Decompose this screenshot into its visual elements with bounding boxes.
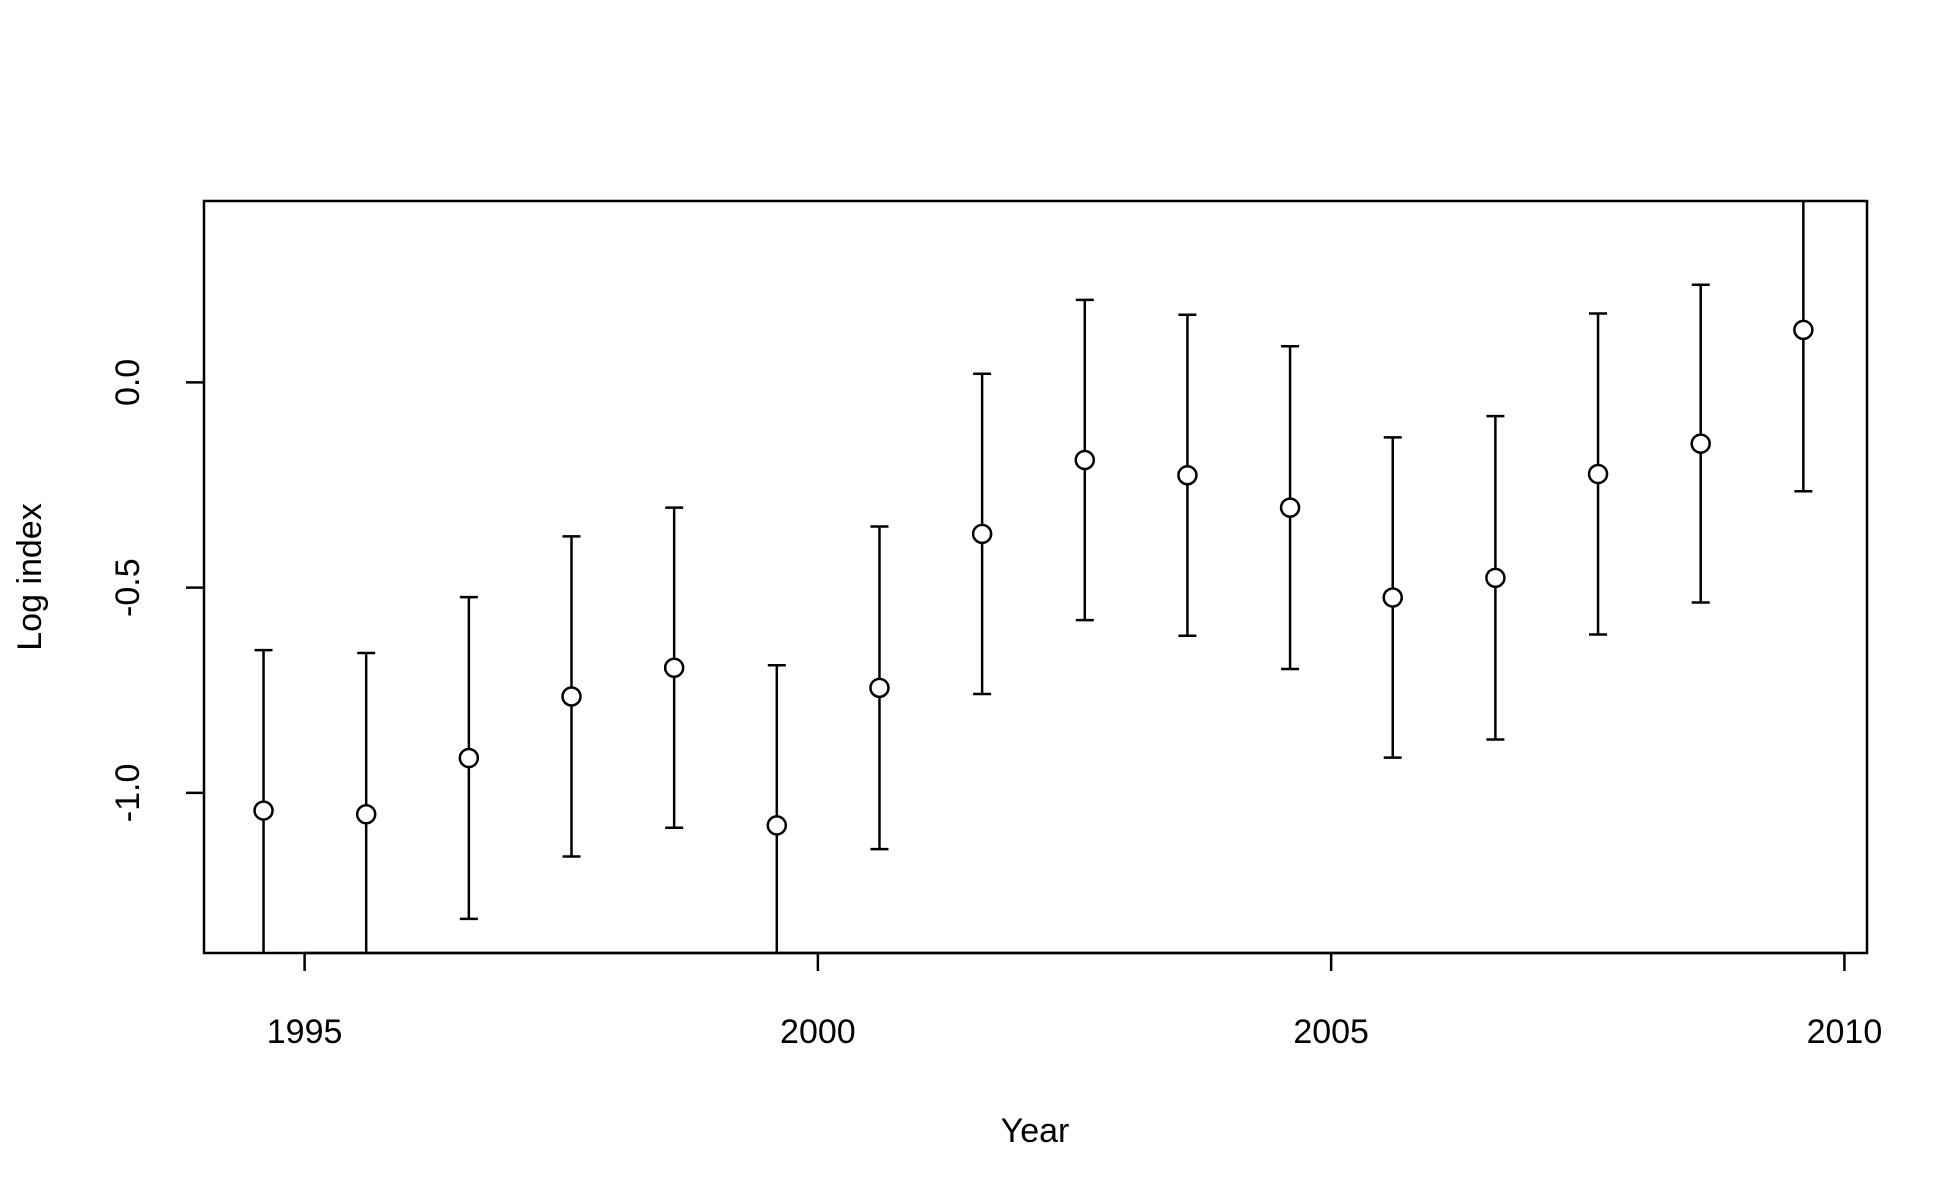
point	[561, 686, 582, 707]
point	[766, 815, 788, 836]
plot-area	[253, 201, 1814, 953]
point	[355, 804, 377, 825]
x-tick-label: 1995	[267, 1013, 343, 1051]
plot-frame	[202, 199, 1869, 955]
x-axis-label: Year	[1001, 1112, 1070, 1150]
point	[1690, 433, 1711, 454]
point	[1485, 567, 1506, 589]
point	[1382, 587, 1403, 608]
point	[663, 657, 685, 678]
point	[971, 523, 993, 545]
y-axis-label: Log index	[11, 503, 49, 650]
x-tick-label: 2005	[1293, 1013, 1369, 1051]
point	[1279, 497, 1301, 518]
point	[1074, 449, 1096, 471]
point	[1793, 319, 1814, 341]
point	[1177, 464, 1198, 486]
y-tick-label: 0.0	[109, 359, 147, 406]
y-tick-label: -0.5	[109, 558, 147, 617]
point	[253, 800, 274, 821]
y-tick-label: -1.0	[109, 764, 147, 823]
point	[458, 747, 480, 769]
x-tick-label: 2010	[1807, 1013, 1883, 1051]
point	[1587, 463, 1609, 485]
x-tick-label: 2000	[780, 1013, 856, 1051]
point	[869, 677, 890, 699]
